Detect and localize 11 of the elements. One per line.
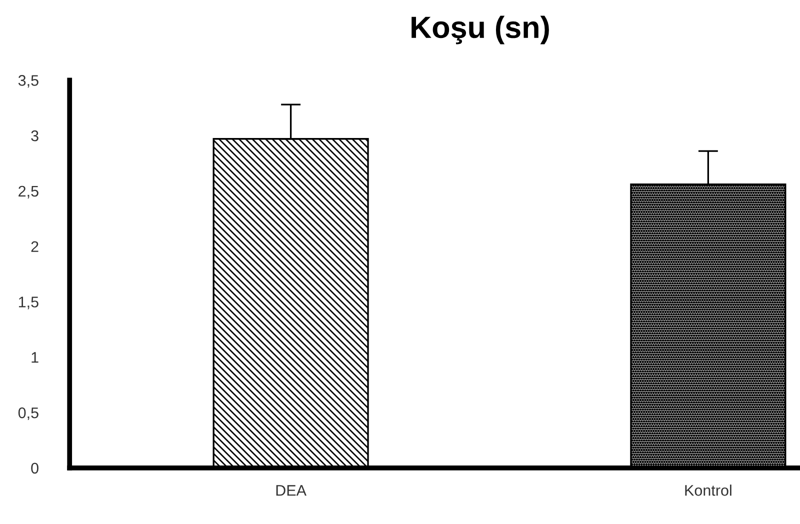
y-tick-label: 2,5 xyxy=(18,186,38,198)
y-tick-label: 2 xyxy=(31,241,38,252)
y-tick-label: 1,5 xyxy=(18,296,38,310)
y-tick-label: 0,5 xyxy=(18,407,38,420)
chart-title: Koşu (sn) xyxy=(412,16,549,44)
x-tick-label: DEA xyxy=(276,485,306,496)
y-tick-label: 0 xyxy=(31,462,38,474)
y-tick-label: 3 xyxy=(31,130,38,142)
y-tick-label: 1 xyxy=(32,352,38,363)
y-tick-label: 3,5 xyxy=(18,75,38,88)
x-tick-label: Kontrol xyxy=(685,484,732,496)
